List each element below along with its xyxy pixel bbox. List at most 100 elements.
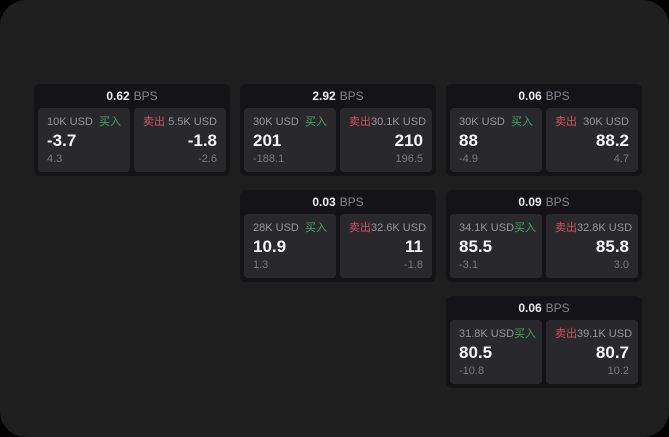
sell-tile-header: 卖出 5.5K USD bbox=[143, 116, 217, 129]
buy-amount: 10K USD bbox=[47, 116, 93, 128]
buy-label: 买入 bbox=[305, 222, 327, 234]
sell-quote-tile[interactable]: 卖出 32.6K USD 11 -1.8 bbox=[340, 214, 432, 278]
sell-label: 卖出 bbox=[143, 116, 165, 128]
bps-unit-label: BPS bbox=[545, 89, 570, 103]
buy-tile-header: 30K USD 买入 bbox=[459, 116, 533, 129]
buy-delta: 4.3 bbox=[47, 153, 63, 165]
bps-value: 2.92 bbox=[312, 89, 336, 103]
buy-tile-header: 10K USD 买入 bbox=[47, 116, 121, 129]
buy-tile-header: 34.1K USD 买入 bbox=[459, 222, 537, 235]
bps-unit-label: BPS bbox=[545, 301, 570, 315]
sell-price: 210 bbox=[394, 131, 423, 150]
card-header: 0.62 BPS bbox=[34, 84, 230, 108]
sell-price: -1.8 bbox=[187, 131, 217, 150]
sell-label: 卖出 bbox=[555, 116, 577, 128]
buy-delta: -10.8 bbox=[459, 365, 485, 377]
buy-label: 买入 bbox=[99, 116, 121, 128]
buy-quote-tile[interactable]: 34.1K USD 买入 85.5 -3.1 bbox=[450, 214, 542, 278]
buy-label: 买入 bbox=[305, 116, 327, 128]
buy-quote-tile[interactable]: 10K USD 买入 -3.7 4.3 bbox=[38, 108, 130, 172]
card-body: 10K USD 买入 -3.7 4.3 卖出 5.5K USD -1.8 -2.… bbox=[34, 108, 230, 176]
sell-amount: 32.8K USD bbox=[577, 222, 633, 234]
card-header: 0.03 BPS bbox=[240, 190, 436, 214]
sell-price: 88.2 bbox=[595, 131, 629, 150]
buy-label: 买入 bbox=[514, 222, 537, 234]
sell-quote-tile[interactable]: 卖出 32.8K USD 85.8 3.0 bbox=[546, 214, 638, 278]
buy-tile-header: 28K USD 买入 bbox=[253, 222, 327, 235]
quote-card: 0.03 BPS 28K USD 买入 10.9 1.3 卖出 bbox=[240, 190, 436, 282]
buy-quote-tile[interactable]: 30K USD 买入 88 -4.9 bbox=[450, 108, 542, 172]
sell-delta: 4.7 bbox=[613, 153, 629, 165]
sell-delta: -1.8 bbox=[404, 259, 423, 271]
sell-delta: -2.6 bbox=[198, 153, 217, 165]
buy-quote-tile[interactable]: 31.8K USD 买入 80.5 -10.8 bbox=[450, 320, 542, 384]
quote-card: 0.09 BPS 34.1K USD 买入 85.5 -3.1 卖出 bbox=[446, 190, 642, 282]
quote-card: 2.92 BPS 30K USD 买入 201 -188.1 卖出 bbox=[240, 84, 436, 176]
sell-delta: 10.2 bbox=[607, 365, 629, 377]
sell-tile-header: 卖出 39.1K USD bbox=[555, 328, 633, 341]
card-header: 0.09 BPS bbox=[446, 190, 642, 214]
buy-quote-tile[interactable]: 30K USD 买入 201 -188.1 bbox=[244, 108, 336, 172]
bps-unit-label: BPS bbox=[133, 89, 158, 103]
card-body: 31.8K USD 买入 80.5 -10.8 卖出 39.1K USD 80.… bbox=[446, 320, 642, 388]
sell-quote-tile[interactable]: 卖出 39.1K USD 80.7 10.2 bbox=[546, 320, 638, 384]
card-header: 2.92 BPS bbox=[240, 84, 436, 108]
bps-value: 0.09 bbox=[518, 195, 542, 209]
bps-value: 0.03 bbox=[312, 195, 336, 209]
card-header: 0.06 BPS bbox=[446, 84, 642, 108]
sell-price: 11 bbox=[405, 237, 423, 256]
sell-amount: 30K USD bbox=[583, 116, 629, 128]
quote-card: 0.06 BPS 30K USD 买入 88 -4.9 卖出 bbox=[446, 84, 642, 176]
sell-delta: 3.0 bbox=[613, 259, 629, 271]
buy-delta: -3.1 bbox=[459, 259, 478, 271]
buy-price: 201 bbox=[253, 131, 282, 150]
sell-quote-tile[interactable]: 卖出 5.5K USD -1.8 -2.6 bbox=[134, 108, 226, 172]
card-header: 0.06 BPS bbox=[446, 296, 642, 320]
sell-price: 80.7 bbox=[595, 343, 629, 362]
bps-value: 0.06 bbox=[518, 89, 542, 103]
quote-card: 0.62 BPS 10K USD 买入 -3.7 4.3 卖出 bbox=[34, 84, 230, 176]
sell-amount: 39.1K USD bbox=[577, 328, 633, 340]
buy-amount: 31.8K USD bbox=[459, 328, 515, 340]
bps-unit-label: BPS bbox=[545, 195, 570, 209]
sell-label: 卖出 bbox=[349, 222, 371, 234]
buy-delta: -4.9 bbox=[459, 153, 478, 165]
buy-price: 85.5 bbox=[459, 237, 493, 256]
buy-delta: 1.3 bbox=[253, 259, 269, 271]
bps-value: 0.62 bbox=[106, 89, 130, 103]
buy-label: 买入 bbox=[511, 116, 533, 128]
sell-amount: 30.1K USD bbox=[371, 116, 427, 128]
quote-card-grid: 0.62 BPS 10K USD 买入 -3.7 4.3 卖出 bbox=[34, 84, 642, 388]
quote-card: 0.06 BPS 31.8K USD 买入 80.5 -10.8 卖 bbox=[446, 296, 642, 388]
buy-amount: 30K USD bbox=[253, 116, 299, 128]
buy-price: 88 bbox=[459, 131, 478, 150]
buy-tile-header: 31.8K USD 买入 bbox=[459, 328, 537, 341]
card-body: 28K USD 买入 10.9 1.3 卖出 32.6K USD 11 -1.8 bbox=[240, 214, 436, 282]
sell-quote-tile[interactable]: 卖出 30.1K USD 210 196.5 bbox=[340, 108, 432, 172]
bps-unit-label: BPS bbox=[339, 195, 364, 209]
sell-tile-header: 卖出 32.6K USD bbox=[349, 222, 427, 235]
sell-amount: 32.6K USD bbox=[371, 222, 427, 234]
sell-label: 卖出 bbox=[555, 222, 577, 234]
sell-price: 85.8 bbox=[595, 237, 629, 256]
sell-label: 卖出 bbox=[555, 328, 577, 340]
buy-amount: 30K USD bbox=[459, 116, 505, 128]
sell-tile-header: 卖出 32.8K USD bbox=[555, 222, 633, 235]
buy-quote-tile[interactable]: 28K USD 买入 10.9 1.3 bbox=[244, 214, 336, 278]
sell-amount: 5.5K USD bbox=[168, 116, 217, 128]
buy-price: -3.7 bbox=[47, 131, 77, 150]
card-body: 30K USD 买入 201 -188.1 卖出 30.1K USD 210 1… bbox=[240, 108, 436, 176]
buy-amount: 34.1K USD bbox=[459, 222, 515, 234]
buy-label: 买入 bbox=[514, 328, 537, 340]
buy-amount: 28K USD bbox=[253, 222, 299, 234]
bps-unit-label: BPS bbox=[339, 89, 364, 103]
bps-value: 0.06 bbox=[518, 301, 542, 315]
card-body: 30K USD 买入 88 -4.9 卖出 30K USD 88.2 4.7 bbox=[446, 108, 642, 176]
sell-tile-header: 卖出 30K USD bbox=[555, 116, 629, 129]
sell-delta: 196.5 bbox=[395, 153, 423, 165]
sell-quote-tile[interactable]: 卖出 30K USD 88.2 4.7 bbox=[546, 108, 638, 172]
buy-delta: -188.1 bbox=[253, 153, 285, 165]
buy-price: 80.5 bbox=[459, 343, 493, 362]
